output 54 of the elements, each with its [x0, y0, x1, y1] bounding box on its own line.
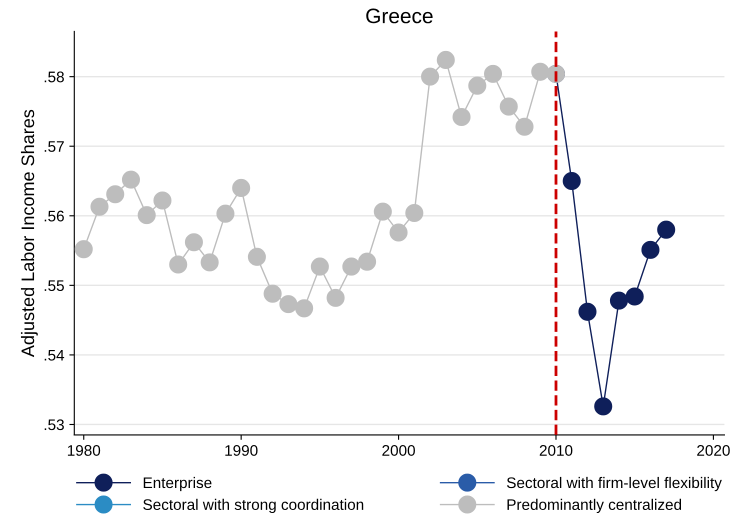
- point: [184, 233, 203, 252]
- point: [153, 191, 172, 210]
- point: [390, 223, 408, 242]
- point: [531, 62, 550, 81]
- legend-label: Enterprise: [144, 476, 212, 492]
- point: [216, 204, 234, 223]
- y-tick-label: .58: [44, 72, 64, 82]
- x-tick-label: 2010: [540, 445, 572, 456]
- point: [295, 299, 314, 318]
- point: [562, 172, 581, 190]
- point: [626, 287, 644, 306]
- point: [264, 284, 282, 303]
- y-tick-label: .53: [44, 419, 64, 430]
- point: [452, 108, 471, 126]
- y-tick-label: .55: [44, 280, 64, 292]
- x-tick-label: 2020: [697, 445, 730, 456]
- point: [342, 258, 360, 276]
- point: [74, 240, 93, 258]
- chart-title: Greece: [366, 8, 433, 24]
- legend-label: Sectoral with strong coordination: [143, 498, 364, 514]
- point: [515, 118, 534, 136]
- x-tick-label: 1980: [68, 445, 100, 456]
- y-axis-title: Adjusted Labor Income Shares: [20, 110, 38, 358]
- point: [232, 178, 250, 197]
- point: [248, 248, 266, 266]
- point: [641, 240, 660, 259]
- point: [594, 397, 612, 416]
- x-tick-label: 2000: [382, 445, 415, 456]
- point: [106, 185, 124, 204]
- x-tick-label: 1990: [225, 445, 258, 456]
- point: [421, 68, 440, 86]
- point: [500, 98, 518, 116]
- point: [90, 198, 109, 216]
- point: [610, 292, 628, 310]
- point: [405, 204, 424, 222]
- legend-label: Predominantly centralized: [508, 498, 682, 514]
- point: [484, 64, 502, 83]
- y-tick-label: .54: [44, 350, 64, 361]
- point: [374, 202, 392, 221]
- legend-label: Sectoral with firm-level flexibility: [506, 476, 722, 492]
- point: [578, 302, 596, 321]
- y-tick-label: .56: [44, 210, 64, 222]
- point: [657, 220, 676, 239]
- point: [326, 288, 345, 307]
- y-tick-label: .57: [44, 141, 64, 152]
- point: [138, 206, 156, 224]
- point: [169, 255, 188, 274]
- point: [122, 170, 140, 189]
- point: [436, 50, 455, 69]
- point: [358, 252, 376, 271]
- point: [279, 295, 298, 314]
- point: [200, 253, 219, 272]
- point: [310, 258, 329, 276]
- point: [468, 76, 486, 95]
